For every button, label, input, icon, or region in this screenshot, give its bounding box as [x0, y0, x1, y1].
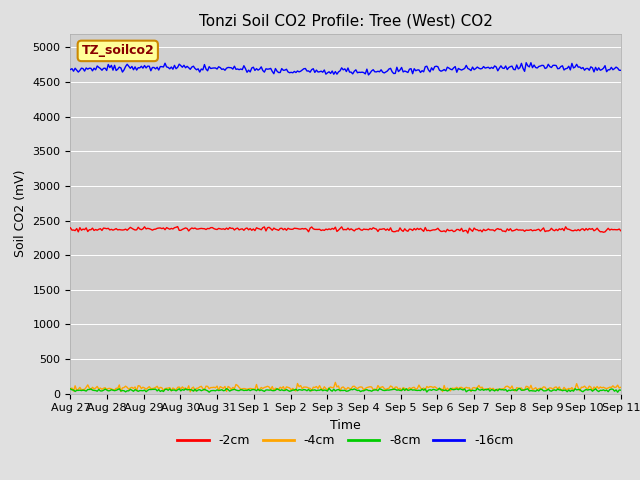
Y-axis label: Soil CO2 (mV): Soil CO2 (mV) [14, 170, 27, 257]
Text: TZ_soilco2: TZ_soilco2 [81, 44, 154, 58]
Title: Tonzi Soil CO2 Profile: Tree (West) CO2: Tonzi Soil CO2 Profile: Tree (West) CO2 [198, 13, 493, 28]
Legend: -2cm, -4cm, -8cm, -16cm: -2cm, -4cm, -8cm, -16cm [172, 429, 519, 452]
X-axis label: Time: Time [330, 419, 361, 432]
